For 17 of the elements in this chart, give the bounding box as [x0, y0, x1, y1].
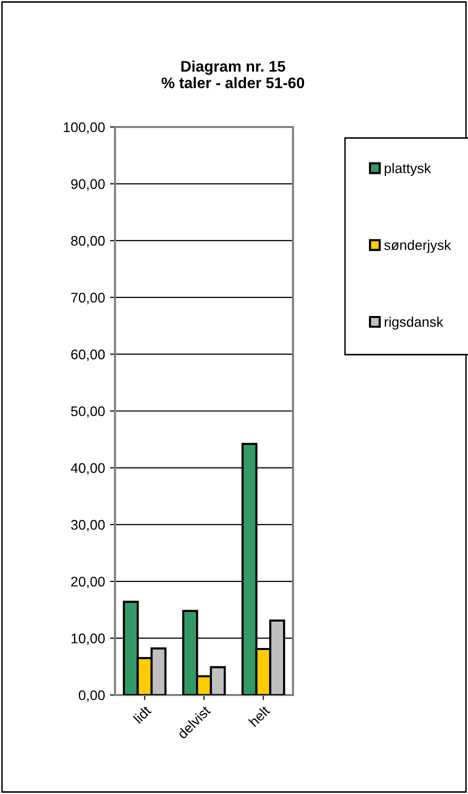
- y-tick-label: 90,00: [71, 179, 105, 191]
- y-tick-label: 100,00: [64, 122, 105, 134]
- y-tick-label: 70,00: [71, 292, 105, 304]
- x-tick-label: helt: [248, 704, 270, 728]
- y-tick-label: 10,00: [72, 634, 105, 646]
- y-tick-label: 30,00: [71, 520, 105, 532]
- legend-label: plattysk: [384, 163, 431, 176]
- y-tick-label: 40,00: [70, 463, 105, 475]
- y-tick-label: 80,00: [71, 236, 105, 248]
- y-tick-label: 0,00: [78, 690, 105, 702]
- x-tick-label: lidt: [132, 704, 152, 724]
- y-tick-label: 60,00: [71, 350, 105, 362]
- y-tick-label: 50,00: [71, 406, 105, 418]
- y-tick-label: 20,00: [71, 576, 105, 588]
- legend-label: sønderjysk: [384, 240, 452, 253]
- chart-title: Diagram nr. 15 % taler - alder 51-60: [162, 60, 304, 88]
- legend-label: rigsdansk: [384, 316, 444, 330]
